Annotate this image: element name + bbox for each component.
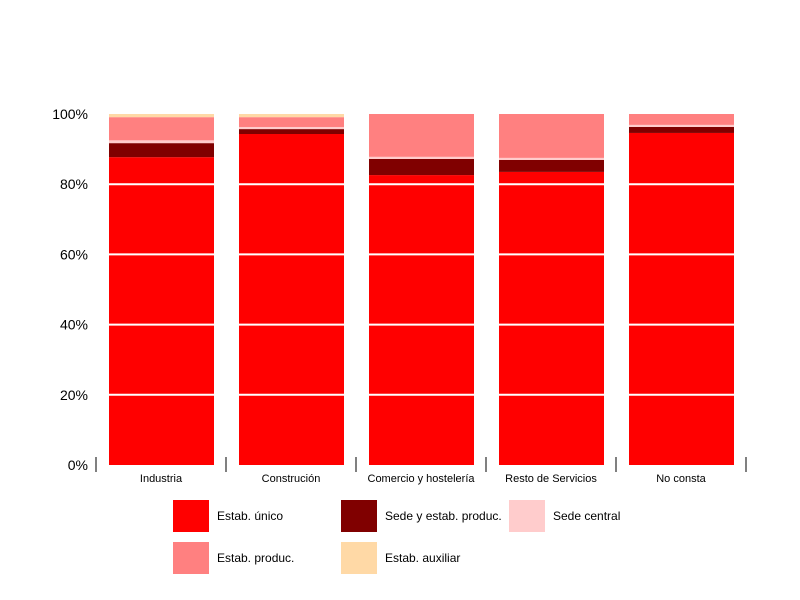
legend-swatch xyxy=(341,500,377,532)
bar-segment xyxy=(109,140,214,144)
bar-segment xyxy=(239,114,344,118)
gridlines xyxy=(96,183,746,396)
bar-segment xyxy=(499,159,604,172)
legend-item: Sede y estab. produc. xyxy=(341,500,509,542)
bar-segment xyxy=(239,134,344,465)
x-tick-label: Comercio y hostelería xyxy=(368,473,476,485)
legend-label: Estab. único xyxy=(217,509,284,523)
legend-label: Sede y estab. produc. xyxy=(385,509,502,523)
y-tick-label: 100% xyxy=(52,106,88,122)
legend-item: Estab. único xyxy=(173,500,341,542)
legend-label: Sede central xyxy=(553,509,621,523)
bar-segment xyxy=(369,175,474,465)
y-tick-label: 0% xyxy=(68,457,88,473)
x-tick-label: Resto de Servicios xyxy=(505,473,597,485)
bar-segment xyxy=(629,126,734,133)
bar-segment xyxy=(109,143,214,158)
y-axis: 0% 20% 40% 60% 80% 100% xyxy=(52,106,88,473)
y-tick-label: 80% xyxy=(60,176,88,192)
legend-item: Sede central xyxy=(509,500,677,542)
bar-segment xyxy=(109,157,214,465)
bar-segment xyxy=(369,114,474,157)
y-tick-label: 20% xyxy=(60,387,88,403)
legend: Estab. único Sede y estab. produc. Sede ce… xyxy=(173,500,677,584)
x-tick-label: No consta xyxy=(656,473,706,485)
bar-segment xyxy=(239,117,344,127)
bar-segment xyxy=(629,132,734,466)
legend-label: Estab. produc. xyxy=(217,551,295,565)
bar-segment xyxy=(369,156,474,159)
bar-segment xyxy=(629,114,734,125)
bar-segment xyxy=(499,114,604,158)
y-tick-label: 60% xyxy=(60,246,88,262)
bar-segment xyxy=(499,157,604,160)
bar-segment xyxy=(499,171,604,466)
legend-swatch xyxy=(173,542,209,574)
legend-swatch xyxy=(341,542,377,574)
legend-label: Estab. auxiliar xyxy=(385,551,461,565)
legend-item: Estab. produc. xyxy=(173,542,341,584)
bar-segment xyxy=(239,126,344,130)
x-tick-label: Industria xyxy=(140,473,183,485)
bar-group xyxy=(109,114,734,466)
bar-segment xyxy=(109,117,214,141)
legend-swatch xyxy=(509,500,545,532)
legend-item: Estab. auxiliar xyxy=(341,542,509,584)
legend-swatch xyxy=(173,500,209,532)
bar-segment xyxy=(109,114,214,118)
bar-segment xyxy=(629,124,734,127)
x-tick-label: Construción xyxy=(262,473,321,485)
x-axis: Industria Construción Comercio y hostelerí… xyxy=(95,457,747,485)
y-tick-label: 40% xyxy=(60,317,88,333)
bar-segment xyxy=(369,158,474,176)
bar-segment xyxy=(239,129,344,135)
